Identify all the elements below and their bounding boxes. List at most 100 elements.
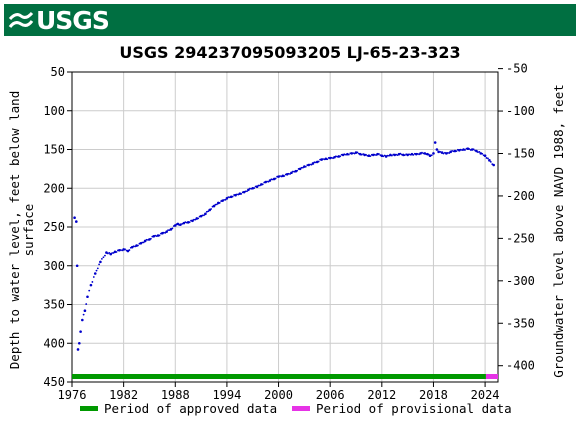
data-point [270,178,273,181]
data-point [313,161,316,164]
grid [71,71,498,383]
data-point [339,155,342,158]
data-point [75,220,78,223]
data-point [464,149,466,151]
data-point [343,153,346,156]
data-point [283,175,286,177]
data-point [298,167,302,171]
y-tick-label: 50 [51,65,65,79]
data-point [109,252,113,256]
data-point [356,151,359,154]
data-point [231,195,234,198]
legend-label: Period of provisional data [316,401,512,416]
legend-swatch [80,406,98,411]
data-point [442,152,445,155]
data-point [102,256,105,259]
data-point [363,153,366,157]
data-point [477,151,479,154]
data-point [251,186,255,190]
data-point [181,223,184,225]
data-point [472,148,475,151]
data-point [337,155,341,158]
data-point [195,217,199,220]
data-point [128,249,131,251]
data-point [433,141,437,144]
data-point [322,158,324,160]
y2-tick-label: -400 [506,359,535,373]
data-point [291,170,294,173]
usgs-banner: USGS [4,4,576,36]
data-point [403,154,406,157]
data-point [257,184,260,187]
data-point [354,151,358,154]
data-point [132,245,135,248]
data-point [137,244,139,247]
data-point [475,149,478,153]
data-point [210,208,213,210]
y2-tick-label: -300 [506,274,535,288]
data-point [470,148,474,151]
data-point [378,153,380,155]
y-tick-label: 100 [43,104,65,118]
data-point [266,180,268,183]
y2-tick-label: -250 [506,231,535,245]
data-point [122,248,125,251]
data-point [214,203,217,206]
data-point [268,179,272,182]
data-point [85,303,88,305]
data-points [73,141,495,351]
data-point [201,214,204,217]
data-point [489,161,492,163]
data-point [459,148,462,151]
x-tick-label: 2018 [419,388,448,402]
data-point [399,152,402,155]
data-point [281,174,285,178]
data-point [104,254,106,257]
data-point [154,234,157,237]
data-point [227,196,230,199]
data-point [99,260,102,264]
legend: Period of approved data Period of provisi… [80,401,512,416]
data-point [253,187,256,189]
y-tick-label: 400 [43,336,65,350]
data-point [81,318,84,322]
y2-tick-label: -100 [506,104,535,118]
data-point [225,197,229,200]
y2-tick-label: -50 [506,62,528,76]
data-point [106,252,109,255]
data-point [446,151,449,154]
data-point [309,163,312,166]
data-point [428,154,432,157]
y2-tick-label: -200 [506,189,535,203]
data-point [83,309,87,313]
data-point [487,157,489,160]
data-point [352,152,355,155]
data-point [373,153,376,156]
data-point [261,183,264,186]
data-point [274,177,277,180]
data-point [86,295,89,299]
data-point [158,234,161,237]
chart-title: USGS 294237095093205 LJ-65-23-323 [119,43,460,62]
data-point [79,330,82,333]
data-point [296,169,299,172]
data-point [287,172,290,175]
data-point [142,241,145,244]
data-point [481,152,484,155]
data-point [93,272,97,275]
y-tick-label: 350 [43,298,65,312]
period-bar [485,374,498,379]
usgs-logo-icon [8,11,34,28]
data-point [478,151,481,153]
data-point [92,276,95,278]
data-point [91,281,94,283]
data-point [78,341,81,345]
data-point [167,229,170,232]
y-tick-label: 300 [43,259,65,273]
data-point [218,202,221,204]
x-tick-label: 1976 [58,388,87,402]
data-point [223,198,225,201]
data-point [101,257,103,260]
data-point [416,152,419,155]
